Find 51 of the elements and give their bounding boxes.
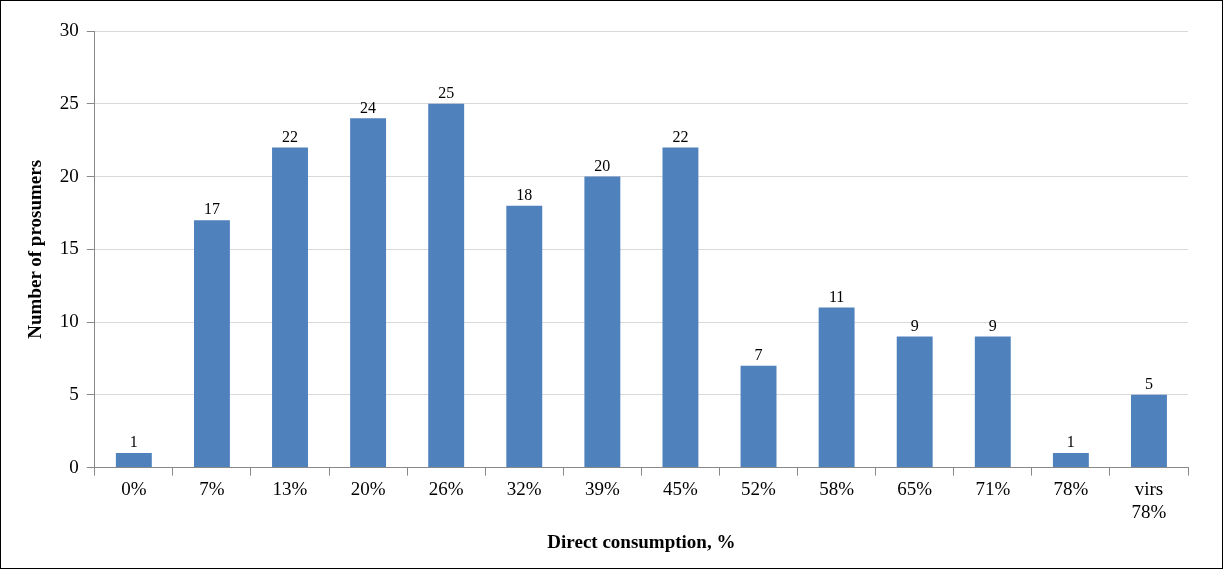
data-label: 1	[129, 433, 138, 451]
bar	[1052, 453, 1089, 468]
x-tick-label: 45%	[663, 477, 699, 499]
bar	[506, 205, 543, 468]
data-label: 20	[594, 156, 611, 174]
data-label: 25	[438, 83, 455, 101]
x-tick-label: 32%	[506, 477, 542, 499]
data-label: 22	[672, 127, 689, 145]
bar	[896, 336, 933, 468]
bar	[818, 307, 855, 468]
data-label: 11	[828, 287, 845, 305]
bar	[662, 147, 699, 468]
y-tick-label: 5	[69, 382, 79, 404]
y-tick-label: 10	[59, 310, 79, 332]
x-tick-label: 65%	[897, 477, 933, 499]
data-label: 9	[910, 316, 919, 334]
x-tick-label: 39%	[584, 477, 620, 499]
y-tick-label: 15	[59, 237, 79, 259]
data-label: 5	[1144, 375, 1153, 393]
x-axis-title: Direct consumption, %	[547, 530, 736, 552]
data-label: 18	[516, 185, 533, 203]
bar	[272, 147, 308, 468]
bar	[350, 118, 387, 468]
y-tick-label: 0	[69, 455, 79, 477]
x-tick-label: 52%	[741, 477, 777, 499]
x-tick-label: 58%	[819, 477, 855, 499]
x-tick-label: 71%	[975, 477, 1011, 499]
x-tick-label: 20%	[350, 477, 386, 499]
x-tick-label: virs 78%	[1131, 477, 1167, 522]
bar	[193, 220, 230, 468]
data-label: 9	[988, 316, 997, 334]
y-tick-label: 30	[59, 18, 79, 40]
bar	[1131, 394, 1167, 468]
data-label: 22	[282, 127, 299, 145]
bar	[584, 176, 621, 468]
y-tick-label: 25	[59, 91, 79, 113]
bar	[115, 453, 152, 468]
x-tick-label: 78%	[1053, 477, 1089, 499]
data-label: 1	[1066, 433, 1075, 451]
x-tick-label: 7%	[199, 477, 225, 499]
x-tick-label: 13%	[272, 477, 308, 499]
y-axis-title: Number of prosumers	[24, 159, 46, 339]
data-label: 7	[754, 345, 763, 363]
x-tick-label: 0%	[121, 477, 147, 499]
y-tick-label: 20	[59, 164, 79, 186]
bar	[974, 336, 1011, 468]
x-tick-label: 26%	[428, 477, 464, 499]
data-label: 17	[203, 200, 220, 218]
data-label: 24	[360, 98, 377, 116]
bar	[428, 103, 465, 468]
bar	[740, 365, 777, 468]
